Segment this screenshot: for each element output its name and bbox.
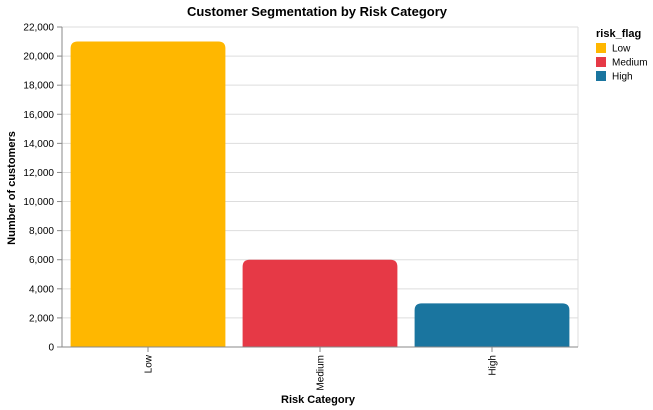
legend-swatch-low xyxy=(596,43,606,53)
y-tick-label: 2,000 xyxy=(29,313,54,324)
y-tick-label: 6,000 xyxy=(29,255,54,266)
y-tick-label: 12,000 xyxy=(23,168,54,179)
y-axis-title: Number of customers xyxy=(6,131,18,245)
legend-title: risk_flag xyxy=(596,28,641,40)
legend-swatch-medium xyxy=(596,57,606,67)
y-tick-label: 10,000 xyxy=(23,197,54,208)
x-axis-title: Risk Category xyxy=(281,394,356,406)
y-tick-label: 4,000 xyxy=(29,284,54,295)
x-tick-label: High xyxy=(488,355,499,376)
x-tick-label: Medium xyxy=(316,355,327,391)
bar-low xyxy=(70,41,226,347)
y-tick-label: 20,000 xyxy=(23,52,54,63)
chart-title: Customer Segmentation by Risk Category xyxy=(187,4,448,19)
legend-label: Medium xyxy=(612,58,648,69)
y-tick-label: 8,000 xyxy=(29,226,54,237)
bars xyxy=(70,41,570,347)
bar-high xyxy=(414,303,570,347)
y-tick-label: 0 xyxy=(48,343,54,354)
legend-label: Low xyxy=(612,44,631,55)
legend-swatch-high xyxy=(596,71,606,81)
y-tick-label: 18,000 xyxy=(23,81,54,92)
y-tick-label: 22,000 xyxy=(23,23,54,34)
bar-medium xyxy=(242,259,398,347)
y-tick-label: 14,000 xyxy=(23,139,54,150)
y-tick-label: 16,000 xyxy=(23,110,54,121)
x-tick-label: Low xyxy=(144,354,155,373)
x-axis: Low Medium High xyxy=(62,346,578,391)
y-axis: 0 2,000 4,000 6,000 8,000 10,000 12,000 14,000 1… xyxy=(23,23,63,354)
legend: risk_flag Low Medium High xyxy=(596,28,648,83)
legend-label: High xyxy=(612,72,633,83)
